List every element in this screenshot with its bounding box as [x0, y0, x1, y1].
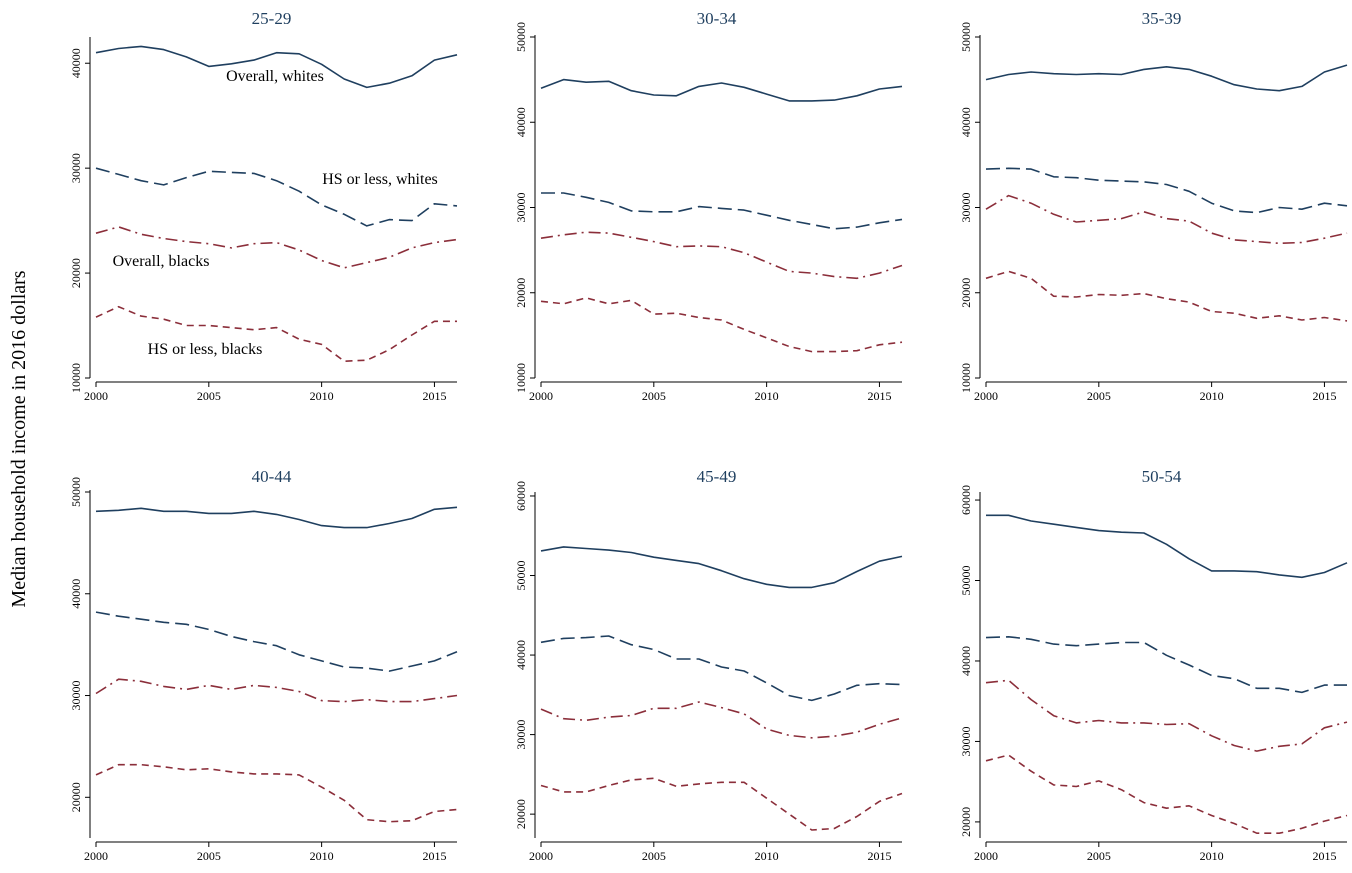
y-tick-label: 40000 — [514, 640, 528, 670]
x-tick-label: 2005 — [1087, 389, 1111, 403]
x-tick-label: 2010 — [310, 849, 334, 863]
x-tick-label: 2000 — [974, 849, 998, 863]
series-line-hs-or-less-whites — [541, 192, 903, 230]
x-tick-label: 2015 — [867, 389, 891, 403]
series-annotation: Overall, blacks — [113, 253, 210, 270]
panel-50-54: 50-54 20000 30000 40000 50000 60000 2000 2005 20… — [959, 467, 1348, 863]
y-tick-label: 40000 — [69, 48, 83, 78]
y-tick-label: 20000 — [514, 799, 528, 829]
series-line-overall-whites — [95, 506, 458, 529]
x-tick-label: 2005 — [197, 389, 221, 403]
y-tick-label: 20000 — [959, 278, 973, 308]
x-tick-label: 2000 — [529, 849, 553, 863]
series-line-hs-or-less-blacks — [540, 777, 903, 831]
y-tick-label: 60000 — [959, 485, 973, 515]
series-line-overall-blacks — [540, 231, 903, 280]
x-tick-label: 2015 — [1312, 389, 1336, 403]
y-tick-label: 20000 — [959, 807, 973, 837]
x-tick-label: 2005 — [642, 389, 666, 403]
series-line-overall-whites — [540, 546, 903, 589]
x-tick-label: 2010 — [755, 849, 779, 863]
series-line-overall-whites — [985, 64, 1348, 92]
series-line-overall-blacks — [95, 678, 458, 703]
panel-title: 30-34 — [697, 9, 737, 28]
x-tick-label: 2015 — [422, 389, 446, 403]
y-tick-label: 10000 — [514, 363, 528, 393]
x-tick-label: 2015 — [1312, 849, 1336, 863]
panel-title: 45-49 — [697, 467, 737, 486]
y-tick-label: 20000 — [514, 278, 528, 308]
x-tick-label: 2015 — [867, 849, 891, 863]
x-tick-label: 2000 — [84, 389, 108, 403]
series-line-hs-or-less-whites — [985, 167, 1348, 214]
series-line-overall-whites — [95, 45, 458, 89]
y-tick-label: 10000 — [69, 363, 83, 393]
series-annotation: HS or less, blacks — [148, 341, 263, 358]
y-tick-label: 20000 — [69, 782, 83, 812]
y-tick-label: 60000 — [514, 481, 528, 511]
panel-25-29: 25-29 10000 20000 30000 40000 2000 2005 2010 201… — [69, 9, 458, 403]
y-tick-label: 50000 — [69, 477, 83, 507]
x-tick-label: 2000 — [974, 389, 998, 403]
y-tick-label: 30000 — [959, 193, 973, 223]
x-tick-label: 2005 — [642, 849, 666, 863]
y-tick-label: 40000 — [514, 107, 528, 137]
y-tick-label: 50000 — [959, 566, 973, 596]
series-line-overall-blacks — [985, 194, 1348, 245]
series-annotation: HS or less, whites — [322, 171, 438, 188]
series-line-overall-blacks — [540, 701, 903, 739]
panel-title: 40-44 — [252, 467, 292, 486]
panel-35-39: 35-39 10000 20000 30000 40000 50000 2000 2005 20… — [959, 9, 1348, 403]
series-line-hs-or-less-blacks — [95, 763, 458, 823]
x-tick-label: 2010 — [1200, 849, 1224, 863]
series-annotation: Overall, whites — [226, 68, 324, 85]
panel-45-49: 45-49 20000 30000 40000 50000 60000 2000 2005 20… — [514, 467, 903, 863]
series-line-hs-or-less-whites — [985, 635, 1347, 694]
y-tick-label: 30000 — [514, 720, 528, 750]
panel-title: 50-54 — [1142, 467, 1182, 486]
panel-30-34: 30-34 10000 20000 30000 40000 50000 2000 2005 20… — [514, 9, 903, 403]
series-line-hs-or-less-whites — [540, 635, 903, 702]
x-tick-label: 2000 — [529, 389, 553, 403]
y-tick-label: 30000 — [69, 153, 83, 183]
series-line-overall-whites — [540, 78, 903, 102]
y-tick-label: 30000 — [514, 193, 528, 223]
x-tick-label: 2005 — [1087, 849, 1111, 863]
y-tick-label: 30000 — [959, 726, 973, 756]
x-tick-label: 2015 — [422, 849, 446, 863]
y-tick-label: 20000 — [69, 258, 83, 288]
y-tick-label: 40000 — [69, 579, 83, 609]
series-line-hs-or-less-blacks — [985, 270, 1348, 322]
y-tick-label: 30000 — [69, 681, 83, 711]
series-line-hs-or-less-blacks — [985, 754, 1348, 835]
figure-ylabel: Median household income in 2016 dollars — [8, 270, 30, 607]
x-tick-label: 2000 — [84, 849, 108, 863]
series-line-hs-or-less-blacks — [95, 305, 457, 363]
series-line-overall-blacks — [985, 679, 1348, 752]
panel-40-44: 40-44 20000 30000 40000 50000 2000 2005 2010 201… — [69, 467, 458, 863]
series-line-hs-or-less-whites — [95, 611, 458, 672]
x-tick-label: 2010 — [755, 389, 779, 403]
y-tick-label: 40000 — [959, 646, 973, 676]
y-tick-label: 50000 — [514, 561, 528, 591]
x-tick-label: 2010 — [310, 389, 334, 403]
x-tick-label: 2005 — [197, 849, 221, 863]
series-line-overall-whites — [986, 514, 1348, 579]
y-tick-label: 50000 — [959, 22, 973, 52]
panel-title: 35-39 — [1142, 9, 1182, 28]
x-tick-label: 2010 — [1200, 389, 1224, 403]
y-tick-label: 10000 — [959, 363, 973, 393]
y-tick-label: 50000 — [514, 22, 528, 52]
series-line-hs-or-less-whites — [95, 167, 458, 227]
series-line-hs-or-less-blacks — [540, 297, 903, 353]
panel-title: 25-29 — [252, 9, 292, 28]
y-tick-label: 40000 — [959, 107, 973, 137]
